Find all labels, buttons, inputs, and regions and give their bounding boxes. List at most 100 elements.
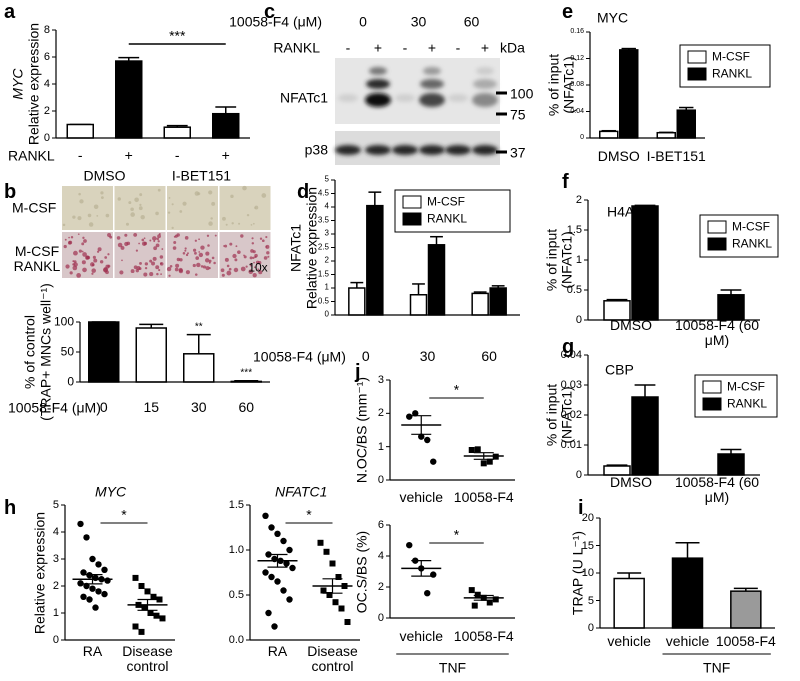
cell [93, 258, 98, 263]
cell [250, 224, 253, 226]
y-tick-label: 1 [52, 606, 59, 619]
cell [178, 268, 184, 274]
data-point [480, 460, 487, 467]
y-tick-label: 0.16 [570, 28, 584, 36]
cell [243, 254, 245, 257]
data-point [286, 546, 293, 554]
cell [208, 267, 211, 270]
x-row-label: RANKL [8, 147, 55, 164]
blot-band [419, 145, 445, 155]
cell [252, 250, 256, 254]
cell [109, 235, 113, 239]
bar [471, 292, 489, 316]
data-point [323, 548, 330, 555]
y-tick-label: 0 [575, 313, 582, 326]
data-point [101, 590, 108, 598]
dose-label: 0 [359, 13, 367, 30]
y-tick-label: 0 [575, 468, 582, 481]
cell [198, 251, 201, 253]
cell [153, 240, 156, 243]
cell [155, 265, 160, 270]
data-point [138, 583, 145, 589]
marker-label: 37 [510, 144, 526, 161]
legend-swatch [687, 50, 707, 64]
data-point [95, 588, 102, 595]
blot-band [335, 145, 361, 155]
bar [599, 130, 619, 139]
cell [229, 242, 233, 246]
cell [105, 213, 110, 218]
cell [174, 267, 179, 272]
rankl-sign: - [402, 39, 408, 56]
x-tick-label: Disease control [122, 643, 173, 675]
cell [143, 241, 148, 246]
cell [136, 265, 141, 270]
bar [183, 353, 215, 383]
y-tick-label: 1.5 [566, 223, 582, 236]
cell [96, 250, 100, 253]
blot-band [473, 79, 497, 89]
y-tick-label: 8 [43, 23, 50, 36]
blot-membrane [335, 131, 500, 165]
cell [194, 239, 197, 242]
marker-label: 75 [510, 106, 526, 123]
x-tick-label: vehicle [399, 489, 444, 505]
cell [192, 263, 196, 268]
y-tick-label: 100 [53, 314, 74, 329]
bar [717, 294, 745, 321]
cell [211, 256, 215, 260]
significance: * [121, 506, 127, 523]
cell [65, 264, 70, 269]
legend-swatch [687, 67, 707, 81]
bar [427, 244, 446, 316]
blot-band [445, 145, 471, 155]
y-axis-label: % of control [21, 315, 38, 389]
cell [72, 215, 76, 219]
cell [143, 237, 146, 240]
x-tick-label: DMSO [610, 317, 652, 333]
blot-band [369, 67, 387, 75]
panel-letter: g [562, 336, 575, 358]
data-point [132, 574, 139, 581]
cell [174, 234, 178, 238]
y-axis-label: NFATc1 [287, 223, 304, 272]
blot-band [423, 67, 441, 75]
bar [671, 557, 704, 629]
cell [81, 260, 86, 265]
data-point [132, 623, 139, 630]
data-point [338, 605, 345, 612]
cell [228, 267, 232, 271]
bar [115, 60, 143, 139]
x-tick-label: vehicle [665, 633, 710, 649]
cell [184, 249, 187, 252]
cell [72, 263, 75, 266]
cell [78, 249, 82, 253]
y-tick-label: 1 [324, 282, 329, 292]
label: 10058-F4 (μM) [229, 13, 322, 30]
cell [220, 268, 225, 273]
group-label: TNF [703, 659, 731, 676]
legend-label: RANKL [712, 66, 753, 81]
cell [208, 261, 211, 264]
data-point [271, 623, 278, 630]
cell [221, 273, 225, 277]
cell [261, 239, 265, 243]
cell [184, 236, 189, 240]
cell [120, 245, 125, 250]
significance: * [453, 526, 460, 543]
y-tick-label: 0 [67, 374, 74, 389]
bar [489, 287, 507, 316]
rankl-sign: - [455, 39, 461, 56]
cell [193, 248, 197, 252]
cell [157, 188, 161, 192]
blot-band [420, 79, 444, 89]
data-point [144, 588, 151, 595]
x-tick-label: DMSO [610, 474, 652, 490]
blot-band [392, 145, 418, 155]
cell [230, 194, 234, 199]
blot-band [395, 94, 415, 102]
cell [182, 252, 186, 255]
data-point [406, 413, 413, 420]
data-point [89, 585, 96, 592]
